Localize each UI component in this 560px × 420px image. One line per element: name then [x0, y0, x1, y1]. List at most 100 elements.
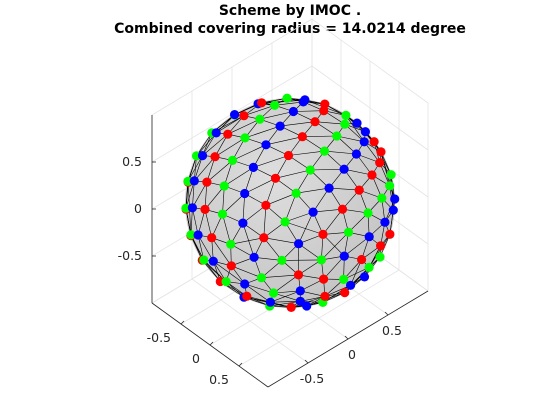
mesh-edge-182-185: [244, 283, 271, 303]
mesh-edge-129-150: [265, 178, 276, 206]
point-red-105: [367, 170, 377, 180]
mesh-edge-116-124: [224, 167, 254, 187]
mesh-edge-157-178: [343, 267, 370, 280]
point-red-90: [210, 152, 220, 162]
mesh-edge-48-56: [216, 115, 245, 134]
mesh-edge-90-98: [194, 156, 216, 182]
mesh-edge-126-134: [329, 187, 360, 191]
mesh-edge-113-121: [310, 168, 345, 171]
point-blue-158: [238, 218, 248, 228]
mesh-edge-163-168: [285, 221, 324, 235]
mesh-edge-155-163: [285, 211, 314, 223]
mesh-edge-98-106: [185, 180, 195, 209]
point-green-190: [268, 288, 279, 298]
z-tick-label-2: 0.5: [122, 154, 142, 169]
mesh-edge-134-142: [296, 187, 330, 194]
mesh-edge-147-168: [322, 209, 343, 235]
point-blue-113: [339, 164, 349, 174]
mesh-edge-150-171: [263, 205, 267, 238]
point-blue-110: [388, 205, 398, 215]
point-red-165: [357, 254, 367, 265]
mesh-edge-95-103: [232, 144, 267, 161]
mesh-edge-171-176: [263, 237, 299, 244]
point-red-63: [376, 147, 386, 157]
y-tick-label-2: 0.5: [382, 323, 402, 338]
mesh-edge-124-145: [222, 185, 225, 215]
point-blue-32: [298, 97, 308, 107]
mesh-edge-181-184: [281, 259, 322, 261]
mesh-edge-145-166: [222, 214, 231, 245]
mesh-edge-185-191: [270, 290, 301, 303]
mesh-edge-37-71: [345, 115, 365, 142]
point-red-150: [261, 200, 271, 210]
point-blue-173: [339, 251, 349, 261]
point-red-168: [318, 229, 328, 239]
mesh-edge-171-184: [263, 237, 283, 261]
point-red-108: [283, 150, 294, 161]
point-red-87: [297, 132, 307, 142]
mesh-edge-61-69: [227, 118, 260, 135]
mesh-edge-103-111: [206, 160, 233, 183]
point-green-178: [339, 274, 349, 284]
point-green-61: [255, 114, 265, 124]
point-red-180: [286, 302, 296, 312]
point-blue-131: [380, 217, 390, 227]
point-green-157: [364, 262, 374, 272]
x-tick-mark-0: [180, 320, 185, 325]
mesh-edge-176-181: [298, 243, 322, 261]
grid-line-z-right-2: [311, 65, 429, 151]
point-green-58: [340, 119, 350, 129]
point-blue-137: [240, 188, 250, 199]
mesh-edge-111-119: [192, 181, 208, 208]
point-blue-179: [249, 252, 259, 262]
mesh-edge-187-189: [261, 274, 299, 278]
point-red-171: [259, 233, 269, 243]
mesh-edge-137-145: [222, 193, 245, 215]
mesh-edge-43-64: [196, 132, 213, 157]
point-green-124: [219, 181, 229, 191]
mesh-edge-69-77: [202, 133, 228, 156]
grid-line-y-floor-0: [191, 278, 309, 364]
point-green-79: [332, 131, 342, 141]
point-green-100: [319, 146, 330, 156]
z-tick-label-1: 0: [134, 201, 142, 216]
mesh-edge-119-140: [192, 207, 199, 236]
point-blue-77: [197, 151, 208, 161]
y-tick-mark-2: [384, 311, 389, 316]
point-blue-176: [294, 239, 304, 249]
point-blue-119: [187, 203, 197, 213]
point-green-163: [280, 217, 290, 227]
point-red-144: [376, 241, 386, 251]
point-green-40: [270, 100, 280, 110]
y-tick-label-0: -0.5: [300, 371, 324, 386]
mesh-edge-166-171: [230, 237, 264, 245]
point-red-177: [242, 291, 252, 301]
z-tick-label-0: -0.5: [118, 248, 142, 263]
point-green-106: [181, 203, 191, 213]
mesh-edge-40-48: [243, 105, 275, 116]
mesh-edge-66-74: [280, 121, 316, 127]
point-red-186: [319, 274, 329, 284]
mesh-edge-173-186: [323, 255, 345, 280]
point-red-66: [310, 117, 320, 127]
point-red-45: [319, 106, 329, 116]
point-blue-50: [360, 127, 370, 137]
point-red-183: [320, 291, 330, 301]
point-green-142: [291, 188, 301, 198]
mesh-edge-32-40: [274, 101, 304, 106]
mesh-edge-170-183: [324, 285, 351, 297]
point-red-84: [375, 158, 385, 168]
point-blue-170: [346, 280, 356, 290]
mesh-edge-71-79: [336, 135, 365, 143]
point-blue-56: [211, 128, 221, 138]
point-green-166: [226, 239, 236, 249]
point-red-153: [207, 233, 217, 243]
mesh-edge-132-153: [204, 209, 212, 238]
point-blue-188: [295, 296, 305, 306]
point-green-82: [240, 133, 250, 143]
mesh-edge-58-66: [314, 121, 345, 125]
mesh-edge-147-155: [313, 208, 343, 213]
point-blue-98: [189, 176, 199, 186]
point-green-184: [277, 255, 287, 265]
